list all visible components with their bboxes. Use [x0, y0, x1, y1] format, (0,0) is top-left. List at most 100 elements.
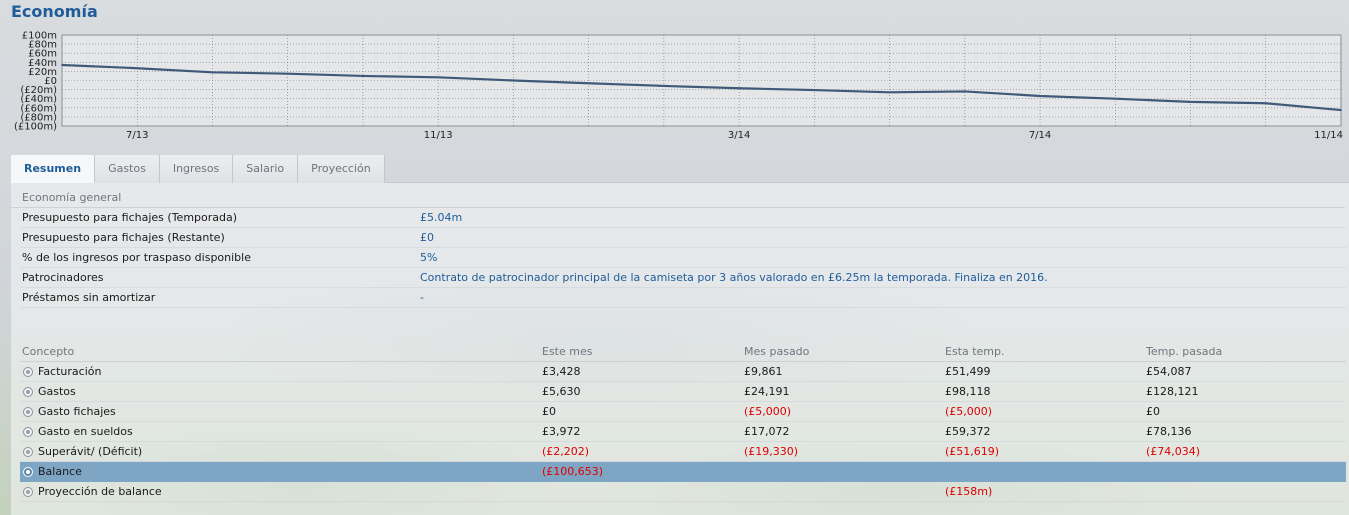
concept-value: £5,630 [542, 385, 581, 398]
y-tick-label: (£60m) [20, 103, 57, 114]
concept-value: (£74,034) [1146, 445, 1201, 458]
col-header-concepto[interactable]: Concepto [22, 345, 75, 358]
x-tick-label: 7/13 [126, 130, 148, 141]
data-point [136, 67, 139, 70]
radio-icon[interactable] [23, 447, 33, 457]
tab-resumen[interactable]: Resumen [11, 155, 96, 183]
content-panel [11, 183, 1349, 515]
general-row-value: £0 [420, 231, 434, 244]
y-tick-label: £80m [28, 40, 57, 51]
data-point [1039, 95, 1041, 97]
radio-icon[interactable] [23, 427, 33, 437]
y-tick-label: (£20m) [20, 85, 57, 96]
concept-name: Gasto fichajes [38, 405, 116, 418]
general-economy-header: Economía general [11, 188, 1345, 208]
concept-value: (£51,619) [945, 445, 1000, 458]
general-row-label: Presupuesto para fichajes (Restante) [22, 231, 225, 244]
data-point [1114, 97, 1117, 100]
tab-bar: Resumen Gastos Ingresos Salario Proyecci… [11, 155, 1349, 183]
general-row: Presupuesto para fichajes (Temporada) £5… [20, 208, 1346, 228]
y-tick-label: (£100m) [14, 122, 57, 133]
general-row: Presupuesto para fichajes (Restante) £0 [20, 228, 1346, 248]
series-line [61, 63, 1342, 112]
y-tick-label: (£40m) [20, 94, 57, 105]
concept-row[interactable]: Superávit/ (Déficit) (£2,202) (£19,330) (£5… [20, 442, 1346, 462]
radio-icon[interactable] [23, 387, 33, 397]
data-point [964, 90, 966, 93]
concept-name: Superávit/ (Déficit) [38, 445, 143, 458]
concept-value: £3,428 [542, 365, 581, 378]
tab-gastos[interactable]: Gastos [95, 155, 160, 183]
data-point [1189, 101, 1192, 103]
concept-value: (£158m) [945, 485, 993, 498]
data-point [888, 91, 891, 94]
radio-icon[interactable] [23, 367, 33, 377]
concept-value: £98,118 [945, 385, 991, 398]
concept-name: Facturación [38, 365, 102, 378]
general-row: Patrocinadores Contrato de patrocinador … [20, 268, 1346, 288]
page-title: Economía [11, 2, 98, 21]
x-tick-label: 3/14 [728, 130, 750, 141]
data-point [437, 76, 439, 79]
concept-value: (£2,202) [542, 445, 590, 458]
concept-row[interactable]: Gasto en sueldos £3,972 £17,072 £59,372 £78,… [20, 422, 1346, 442]
concept-value: £54,087 [1146, 365, 1192, 378]
concept-row[interactable]: Gastos £5,630 £24,191 £98,118 £128,121 [20, 382, 1346, 402]
radio-icon[interactable] [23, 467, 33, 477]
data-point [512, 79, 515, 82]
general-row-value: - [420, 291, 424, 304]
data-point [1264, 102, 1267, 105]
data-point [587, 82, 590, 85]
concept-value: £59,372 [945, 425, 991, 438]
general-row: Préstamos sin amortizar - [20, 288, 1346, 308]
general-row-value: Contrato de patrocinador principal de la… [420, 271, 1048, 284]
concept-row[interactable]: Facturación £3,428 £9,861 £51,499 £54,087 [20, 362, 1346, 382]
concept-value: £9,861 [744, 365, 783, 378]
tab-ingresos[interactable]: Ingresos [159, 155, 234, 183]
concept-row[interactable]: Proyección de balance (£158m) [20, 482, 1346, 502]
concept-value: (£100,653) [542, 465, 604, 478]
general-row-label: % de los ingresos por traspaso disponibl… [22, 251, 251, 264]
concept-value: £24,191 [744, 385, 790, 398]
general-row-label: Préstamos sin amortizar [22, 291, 156, 304]
data-point [738, 87, 740, 90]
radio-icon[interactable] [23, 487, 33, 497]
concept-value: £128,121 [1146, 385, 1199, 398]
data-point [1340, 109, 1342, 111]
data-point [663, 85, 665, 87]
concept-row[interactable]: Balance (£100,653) [20, 462, 1346, 482]
col-header-temp-pasada[interactable]: Temp. pasada [1146, 345, 1223, 358]
concept-value: (£5,000) [945, 405, 993, 418]
x-tick-label: 11/14 [1314, 130, 1343, 141]
balance-chart: £100m£80m£60m£40m£20m£0(£20m)(£40m)(£60m… [14, 31, 1343, 142]
y-tick-label: £100m [22, 31, 57, 42]
y-tick-label: £60m [28, 49, 57, 60]
y-tick-label: £40m [28, 58, 57, 69]
concept-row[interactable]: Gasto fichajes £0 (£5,000) (£5,000) £0 [20, 402, 1346, 422]
col-header-esta-temp[interactable]: Esta temp. [945, 345, 1005, 358]
col-header-mes-pasado[interactable]: Mes pasado [744, 345, 810, 358]
data-point [211, 71, 214, 74]
radio-icon[interactable] [23, 407, 33, 417]
tab-salario[interactable]: Salario [233, 155, 299, 183]
concept-name: Gastos [38, 385, 76, 398]
concept-value: £51,499 [945, 365, 991, 378]
y-tick-label: £0 [44, 76, 57, 87]
data-point [362, 75, 364, 77]
x-tick-label: 11/13 [424, 130, 453, 141]
concept-value: £78,136 [1146, 425, 1192, 438]
x-tick-label: 7/14 [1029, 130, 1051, 141]
concept-value: £17,072 [744, 425, 790, 438]
y-tick-label: £20m [28, 67, 57, 78]
general-row-value: £5.04m [420, 211, 463, 224]
concept-value: (£5,000) [744, 405, 792, 418]
data-point [286, 72, 289, 75]
tab-proyeccion[interactable]: Proyección [298, 155, 385, 183]
concept-value: £3,972 [542, 425, 581, 438]
general-row-value: 5% [420, 251, 438, 264]
col-header-este-mes[interactable]: Este mes [542, 345, 593, 358]
y-tick-label: (£80m) [20, 112, 57, 123]
data-point [813, 89, 816, 91]
concept-name: Balance [38, 465, 82, 478]
concept-value: (£19,330) [744, 445, 799, 458]
